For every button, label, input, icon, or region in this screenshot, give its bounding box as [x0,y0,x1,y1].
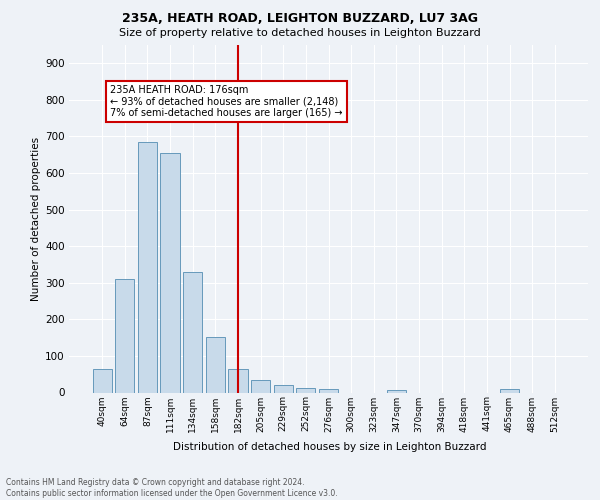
Y-axis label: Number of detached properties: Number of detached properties [31,136,41,301]
Bar [229,368,248,392]
Text: 235A, HEATH ROAD, LEIGHTON BUZZARD, LU7 3AG: 235A, HEATH ROAD, LEIGHTON BUZZARD, LU7 … [122,12,478,26]
Bar [138,142,157,393]
Bar [92,368,112,392]
Text: Distribution of detached houses by size in Leighton Buzzard: Distribution of detached houses by size … [173,442,487,452]
Text: Size of property relative to detached houses in Leighton Buzzard: Size of property relative to detached ho… [119,28,481,38]
Bar [274,385,293,392]
Bar [183,272,202,392]
Bar [160,153,180,392]
Bar [296,388,316,392]
Bar [319,389,338,392]
Bar [500,389,519,392]
Bar [115,279,134,392]
Text: Contains HM Land Registry data © Crown copyright and database right 2024.
Contai: Contains HM Land Registry data © Crown c… [6,478,338,498]
Text: 235A HEATH ROAD: 176sqm
← 93% of detached houses are smaller (2,148)
7% of semi-: 235A HEATH ROAD: 176sqm ← 93% of detache… [110,85,343,118]
Bar [387,390,406,392]
Bar [251,380,270,392]
Bar [206,337,225,392]
